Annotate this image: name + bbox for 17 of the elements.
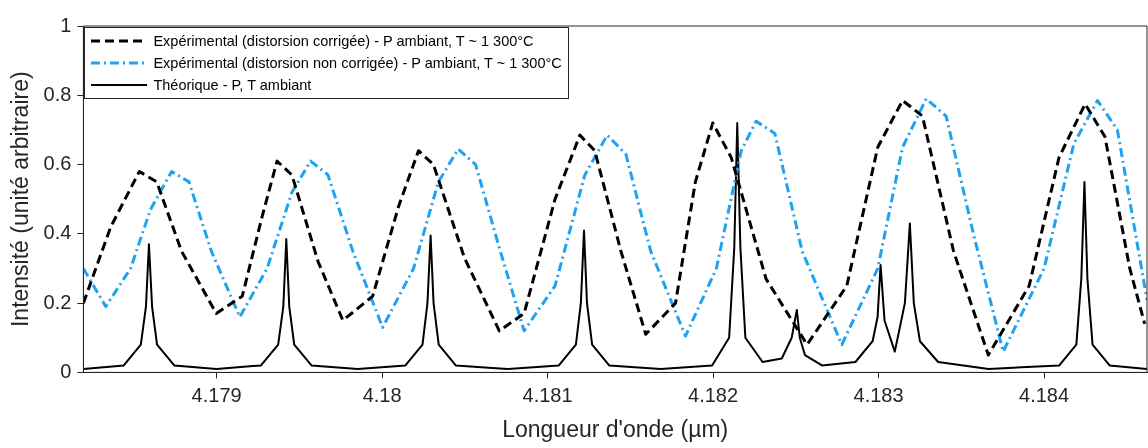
x-tick-label: 4.184 <box>1019 383 1070 406</box>
x-tick-label: 4.181 <box>522 383 573 406</box>
y-tick-label: 0.6 <box>43 152 72 175</box>
legend-label: Expérimental (distorsion non corrigée) - P ambiant, T ~ 1 300°C <box>153 54 562 73</box>
y-tick-label: 1 <box>60 13 72 36</box>
x-tick-label: 4.182 <box>688 383 739 406</box>
y-axis-title: Intensité (unité arbitraire) <box>7 71 34 328</box>
x-tick-label: 4.18 <box>362 383 402 406</box>
legend-label: Expérimental (distorsion corrigée) - P ambiant, T ~ 1 300°C <box>153 32 534 51</box>
x-axis-title: Longueur d'onde (µm) <box>502 415 729 442</box>
x-tick-label: 4.179 <box>191 383 242 406</box>
y-tick-label: 0.2 <box>43 290 72 313</box>
legend-label: Théorique - P, T ambiant <box>153 76 312 95</box>
y-tick-label: 0.8 <box>43 82 72 105</box>
x-tick-label: 4.183 <box>853 383 904 406</box>
y-tick-label: 0 <box>60 359 72 382</box>
y-tick-label: 0.4 <box>43 221 72 244</box>
